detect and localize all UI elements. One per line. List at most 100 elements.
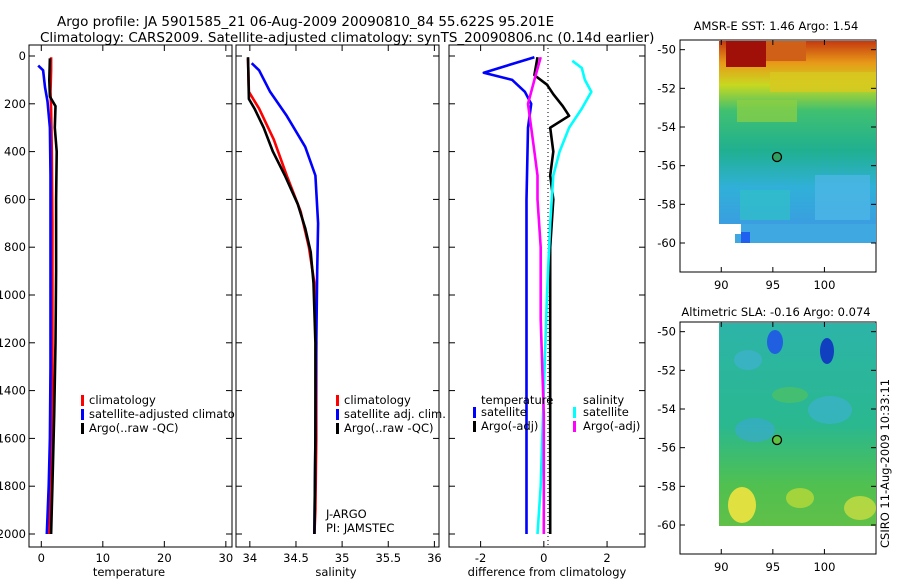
y-tick-label: -54 <box>657 120 676 134</box>
sst-cyan-patch <box>815 175 870 220</box>
legend-swatch-temperature-satellite <box>473 407 476 418</box>
y-tick-label: 1800 <box>0 479 26 493</box>
y-tick-label: 600 <box>4 192 26 206</box>
sla-low-1 <box>767 330 783 354</box>
x-tick-label: 35 <box>335 551 350 565</box>
legend-label: satellite adj. clim. <box>344 407 446 421</box>
difference-panel: -2 0 2 difference from climatology tempera… <box>448 44 646 579</box>
y-tick-label: 200 <box>4 97 26 111</box>
difference-legend: temperature satellite Argo(-adj) salinit… <box>473 393 640 433</box>
legend-swatch-temperature-argo <box>473 421 476 432</box>
legend-label: Argo(-adj) <box>583 419 640 433</box>
sla-map-panel: Altimetric SLA: -0.16 Argo: 0.074 90 95 10… <box>657 305 877 574</box>
legend-swatch-climatology <box>81 395 84 406</box>
y-tick-label: 1200 <box>0 336 26 350</box>
legend-label: satellite-adjusted climatolo <box>89 407 245 421</box>
y-tick-label: -54 <box>657 402 676 416</box>
sla-low-2 <box>820 338 834 364</box>
x-tick-label: 90 <box>714 278 729 292</box>
x-tick-label: 30 <box>219 551 234 565</box>
y-tick-label: 800 <box>4 240 26 254</box>
legend-swatch-satellite <box>336 409 339 420</box>
y-tick-label: -58 <box>657 197 676 211</box>
sst-lower-strip <box>735 224 876 243</box>
salinity-axes <box>235 44 440 548</box>
y-tick-label: -50 <box>657 325 676 339</box>
x-tick-label: 100 <box>813 278 835 292</box>
temperature-panel: 0 10 20 30 0 200 400 600 800 1000 1200 1400 1600 1800… <box>0 44 245 579</box>
sst-green-patch <box>737 100 797 122</box>
y-tick-label: -56 <box>657 441 676 455</box>
x-tick-label: 2 <box>603 551 610 565</box>
sst-map-panel: AMSR-E SST: 1.46 Argo: 1.54 90 95 100 -50 -5… <box>657 19 877 292</box>
sla-map-title: Altimetric SLA: -0.16 Argo: 0.074 <box>681 305 870 319</box>
salinity-panel: 34 34.5 35 35.5 36 salinity climatology sate… <box>235 44 446 579</box>
sst-blue-pixel <box>741 232 750 243</box>
legend-header-salinity: salinity <box>583 393 624 407</box>
sst-lower-gap <box>719 224 741 234</box>
sla-green-1 <box>772 387 808 403</box>
sst-argo-marker <box>771 151 783 163</box>
legend-label: Argo(-adj) <box>481 419 538 433</box>
header-line-2: Climatology: CARS2009. Satellite-adjuste… <box>40 30 654 46</box>
x-tick-label: 95 <box>766 278 781 292</box>
annotation-pi: PI: JAMSTEC <box>326 521 394 535</box>
sst-land-mask-lower <box>719 224 727 271</box>
legend-swatch-climatology <box>336 395 339 406</box>
x-tick-label: 10 <box>95 551 110 565</box>
series-line-salinity-argo-adj- <box>526 56 546 534</box>
salinity-legend: climatology satellite adj. clim. Argo(..… <box>336 393 446 435</box>
legend-label: Argo(..raw -QC) <box>89 421 179 435</box>
legend-swatch-argo <box>81 423 84 434</box>
x-tick-label: 20 <box>157 551 172 565</box>
legend-swatch-argo <box>336 423 339 434</box>
sst-warm-core <box>726 41 766 67</box>
x-tick-label: 95 <box>766 560 781 574</box>
x-tick-label: 100 <box>813 560 835 574</box>
sla-field <box>719 323 876 526</box>
salinity-xlabel: salinity <box>315 565 356 579</box>
sst-yellow-band <box>770 72 876 92</box>
legend-swatch-satellite <box>81 409 84 420</box>
legend-label: climatology <box>344 393 411 407</box>
x-tick-label: -2 <box>475 551 486 565</box>
series-line-temperature-argo-adj- <box>533 56 571 534</box>
legend-header-temperature: temperature <box>481 393 553 407</box>
y-tick-label: 400 <box>4 145 26 159</box>
x-tick-label: 35.5 <box>375 551 401 565</box>
temperature-legend: climatology satellite-adjusted climatolo… <box>81 393 245 435</box>
y-tick-label: -58 <box>657 479 676 493</box>
sla-yellow-3 <box>844 496 876 520</box>
x-tick-label: 34.5 <box>283 551 309 565</box>
series-line-satellite-adjusted-climatology <box>37 64 52 535</box>
y-tick-label: -60 <box>657 518 676 532</box>
series-line-argo-raw-qc- <box>47 58 59 535</box>
sla-yellow-1 <box>728 487 756 523</box>
legend-label: Argo(..raw -QC) <box>344 421 434 435</box>
y-tick-label: -50 <box>657 43 676 57</box>
y-tick-label: -52 <box>657 363 676 377</box>
temperature-xlabel: temperature <box>93 565 165 579</box>
credit-stamp: CSIRO 11-Aug-2009 10:33:11 <box>878 379 892 548</box>
y-tick-label: 0 <box>19 49 26 63</box>
difference-xlabel: difference from climatology <box>468 565 627 579</box>
y-tick-label: -52 <box>657 81 676 95</box>
series-line-argo-raw-qc- <box>246 57 317 535</box>
x-tick-label: 0 <box>38 551 45 565</box>
sla-argo-marker <box>771 434 783 446</box>
y-tick-label: 2000 <box>0 527 26 541</box>
annotation-j-argo: J-ARGO <box>325 507 367 521</box>
sla-yellow-2 <box>786 488 814 508</box>
legend-swatch-salinity-argo <box>573 421 576 432</box>
y-tick-label: 1400 <box>0 384 26 398</box>
sla-cyan-1 <box>734 350 762 370</box>
x-tick-label: 0 <box>540 551 547 565</box>
sla-cyan-2 <box>735 418 775 442</box>
x-tick-label: 36 <box>427 551 442 565</box>
legend-label: satellite <box>481 405 527 419</box>
sla-cyan-3 <box>808 396 852 424</box>
x-tick-label: 90 <box>714 560 729 574</box>
sst-field <box>719 41 876 271</box>
legend-label: satellite <box>583 405 629 419</box>
